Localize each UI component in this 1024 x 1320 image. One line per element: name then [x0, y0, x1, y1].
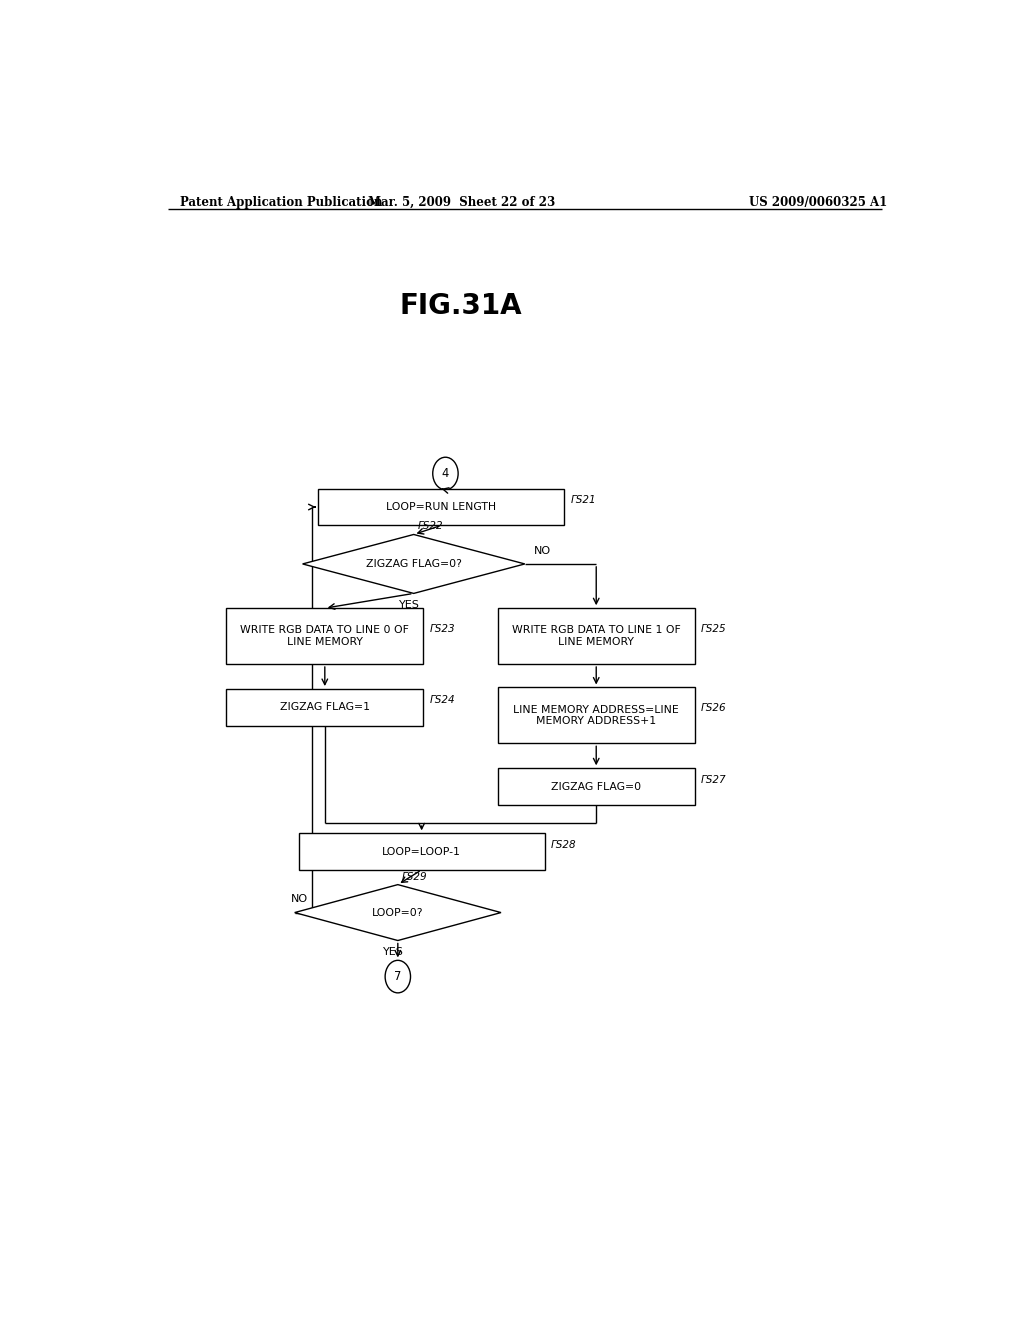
Bar	[318, 488, 564, 525]
Circle shape	[385, 961, 411, 993]
Text: YES: YES	[399, 599, 420, 610]
Text: ΓS25: ΓS25	[701, 624, 727, 634]
Text: ΓS22: ΓS22	[418, 521, 443, 532]
Bar	[498, 768, 694, 805]
Polygon shape	[303, 535, 524, 594]
Text: 7: 7	[394, 970, 401, 983]
Polygon shape	[295, 884, 501, 941]
Text: ΓS27: ΓS27	[701, 775, 727, 784]
Text: WRITE RGB DATA TO LINE 0 OF
LINE MEMORY: WRITE RGB DATA TO LINE 0 OF LINE MEMORY	[241, 626, 410, 647]
Text: NO: NO	[535, 545, 552, 556]
Text: ΓS28: ΓS28	[551, 840, 577, 850]
Text: ΓS21: ΓS21	[570, 495, 596, 506]
Text: 4: 4	[441, 467, 450, 480]
Bar	[498, 688, 694, 743]
Text: ZIGZAG FLAG=0?: ZIGZAG FLAG=0?	[366, 558, 462, 569]
Text: ΓS24: ΓS24	[430, 696, 456, 705]
Text: FIG.31A: FIG.31A	[400, 292, 522, 319]
Text: LOOP=RUN LENGTH: LOOP=RUN LENGTH	[386, 502, 497, 512]
Text: Mar. 5, 2009  Sheet 22 of 23: Mar. 5, 2009 Sheet 22 of 23	[368, 195, 555, 209]
Text: ZIGZAG FLAG=1: ZIGZAG FLAG=1	[280, 702, 370, 713]
Bar	[299, 833, 545, 870]
Text: ΓS26: ΓS26	[701, 704, 727, 713]
Bar	[226, 689, 423, 726]
Text: LOOP=LOOP-1: LOOP=LOOP-1	[382, 846, 461, 857]
Text: LOOP=0?: LOOP=0?	[372, 908, 424, 917]
Text: ΓS23: ΓS23	[430, 624, 456, 634]
Text: ΓS29: ΓS29	[401, 871, 427, 882]
Text: Patent Application Publication: Patent Application Publication	[179, 195, 382, 209]
Text: NO: NO	[291, 895, 308, 904]
Bar	[226, 609, 423, 664]
Text: ZIGZAG FLAG=0: ZIGZAG FLAG=0	[551, 781, 641, 792]
Text: US 2009/0060325 A1: US 2009/0060325 A1	[750, 195, 888, 209]
Text: WRITE RGB DATA TO LINE 1 OF
LINE MEMORY: WRITE RGB DATA TO LINE 1 OF LINE MEMORY	[512, 626, 681, 647]
Bar	[498, 609, 694, 664]
Circle shape	[433, 457, 458, 490]
Text: LINE MEMORY ADDRESS=LINE
MEMORY ADDRESS+1: LINE MEMORY ADDRESS=LINE MEMORY ADDRESS+…	[513, 705, 679, 726]
Text: YES: YES	[383, 946, 404, 957]
